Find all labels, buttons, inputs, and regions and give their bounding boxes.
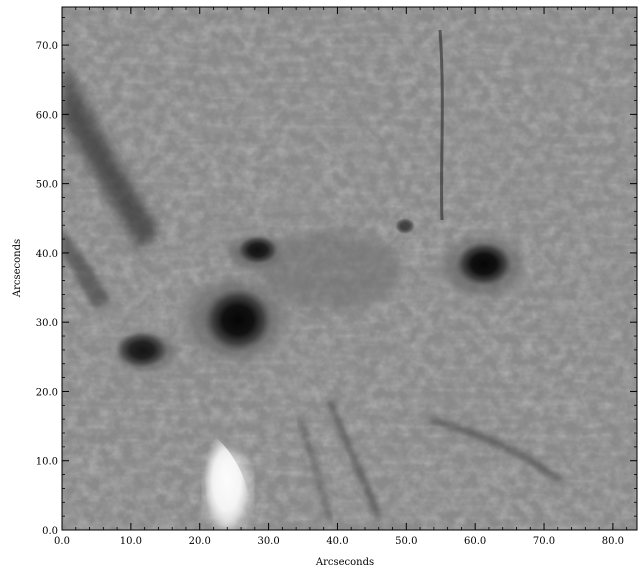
y-tick-label: 70.0 (36, 41, 58, 52)
plot-frame (61, 6, 638, 531)
x-tick-label: 60.0 (464, 536, 486, 547)
x-tick-label: 70.0 (533, 536, 555, 547)
y-tick-label: 40.0 (36, 249, 58, 260)
y-axis: 0.0 10.0 20.0 30.0 40.0 50.0 60.0 70.0 (36, 16, 637, 537)
x-axis: 0.0 10.0 20.0 30.0 40.0 50.0 60.0 70.0 80.0 (54, 7, 628, 547)
x-axis-title: Arcseconds (315, 557, 374, 568)
solar-image (62, 7, 637, 530)
y-axis-title: Arcseconds (12, 239, 23, 298)
upper-pore (238, 236, 278, 264)
y-tick-label: 20.0 (36, 387, 58, 398)
y-tick-label: 30.0 (36, 318, 58, 329)
y-tick-label: 60.0 (36, 110, 58, 121)
x-tick-label: 30.0 (257, 536, 279, 547)
y-tick-label: 50.0 (36, 180, 58, 191)
x-tick-label: 40.0 (326, 536, 348, 547)
y-tick-label: 10.0 (36, 457, 58, 468)
x-tick-label: 10.0 (120, 536, 142, 547)
x-tick-label: 50.0 (395, 536, 417, 547)
x-tick-label: 0.0 (54, 536, 70, 547)
right-sunspot (456, 242, 512, 286)
x-tick-label: 20.0 (189, 536, 211, 547)
large-sunspot (204, 288, 272, 352)
x-tick-label: 80.0 (602, 536, 624, 547)
left-pore (116, 332, 168, 368)
y-tick-label: 0.0 (42, 526, 58, 537)
